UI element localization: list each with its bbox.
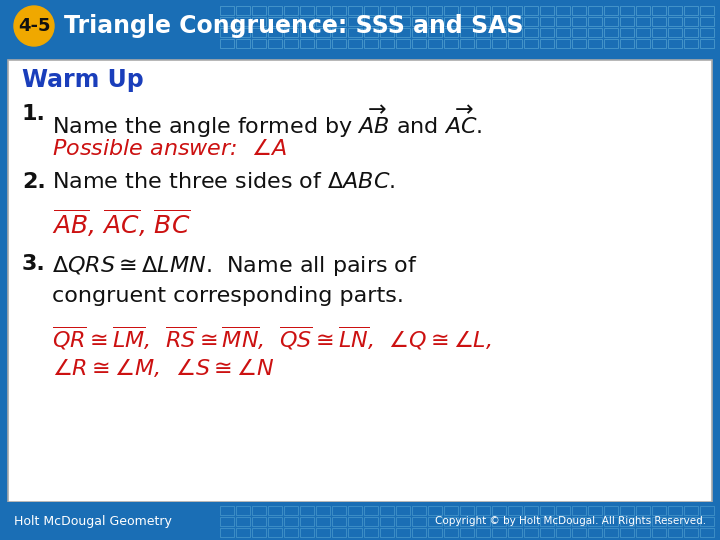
Text: Copyright © by Holt McDougal. All Rights Reserved.: Copyright © by Holt McDougal. All Rights… xyxy=(435,516,706,526)
Text: $\overline{AB}$, $\overline{AC}$, $\overline{BC}$: $\overline{AB}$, $\overline{AC}$, $\over… xyxy=(52,208,191,239)
Text: Name the three sides of $\Delta ABC$.: Name the three sides of $\Delta ABC$. xyxy=(52,172,395,192)
Text: $\angle R \cong \angle M$,  $\angle S \cong \angle N$: $\angle R \cong \angle M$, $\angle S \co… xyxy=(52,356,274,379)
Text: 1.: 1. xyxy=(22,104,46,124)
Circle shape xyxy=(14,6,54,46)
Text: congruent corresponding parts.: congruent corresponding parts. xyxy=(52,286,404,306)
Text: Name the angle formed by $\overrightarrow{AB}$ and $\overrightarrow{AC}$.: Name the angle formed by $\overrightarro… xyxy=(52,104,482,140)
Text: $\overline{QR} \cong \overline{LM}$,  $\overline{RS} \cong \overline{MN}$,  $\ov: $\overline{QR} \cong \overline{LM}$, $\o… xyxy=(52,324,492,352)
Text: $\Delta QRS \cong \Delta LMN$.  Name all pairs of: $\Delta QRS \cong \Delta LMN$. Name all … xyxy=(52,254,418,278)
Text: Warm Up: Warm Up xyxy=(22,68,144,92)
FancyBboxPatch shape xyxy=(8,60,712,502)
Text: Holt McDougal Geometry: Holt McDougal Geometry xyxy=(14,515,172,528)
Text: Possible answer:  $\angle A$: Possible answer: $\angle A$ xyxy=(52,138,287,159)
Text: 4-5: 4-5 xyxy=(18,17,50,35)
Text: 3.: 3. xyxy=(22,254,46,274)
Text: 2.: 2. xyxy=(22,172,46,192)
FancyBboxPatch shape xyxy=(0,502,720,540)
Text: Triangle Congruence: SSS and SAS: Triangle Congruence: SSS and SAS xyxy=(64,14,523,38)
FancyBboxPatch shape xyxy=(0,0,720,52)
